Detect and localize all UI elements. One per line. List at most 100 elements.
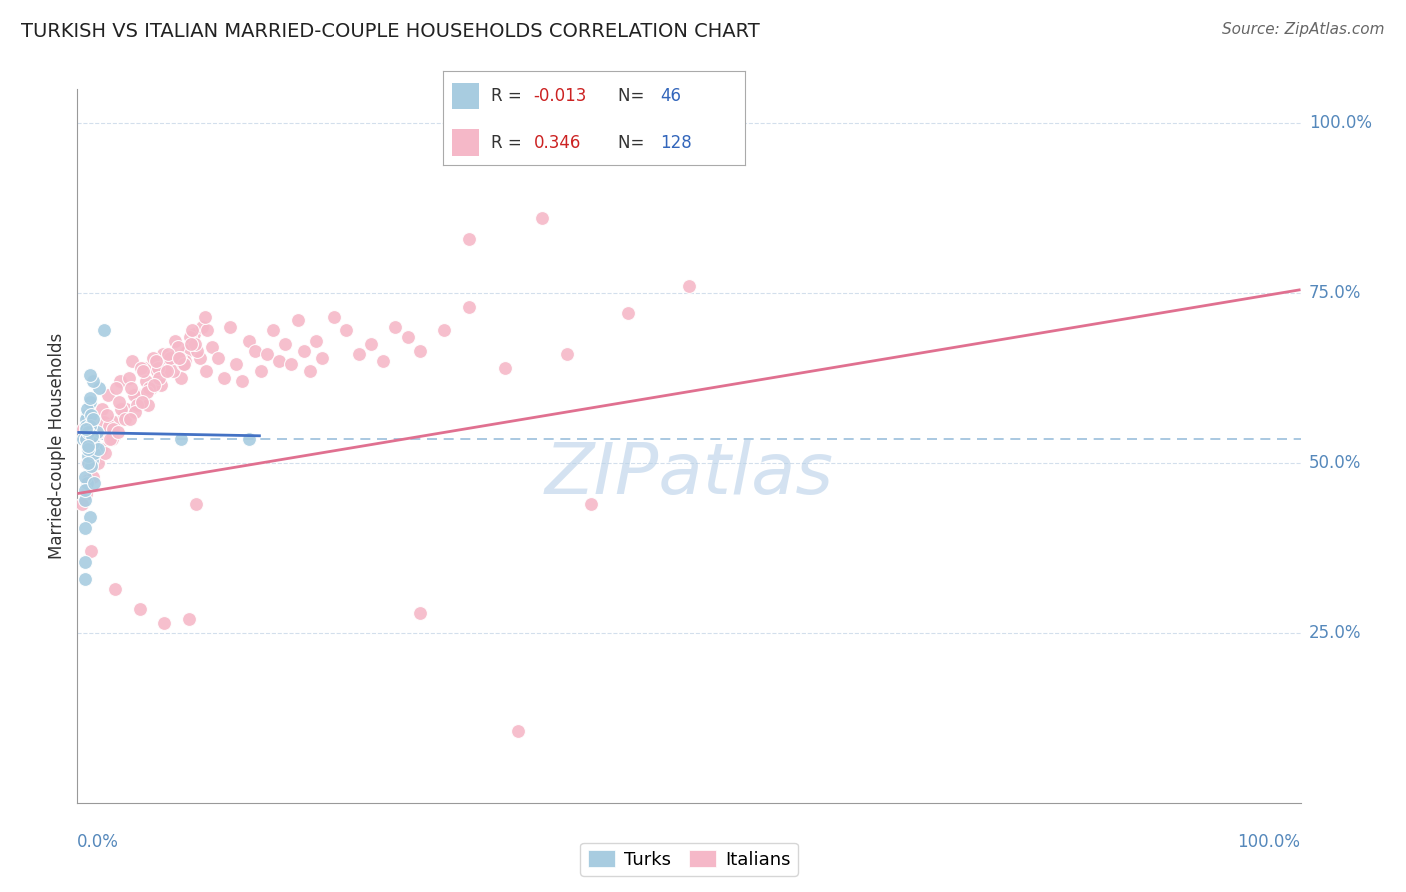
Point	[75, 418, 97, 433]
Point	[77, 449, 100, 463]
FancyBboxPatch shape	[451, 83, 479, 109]
Point	[73, 520, 96, 534]
Point	[396, 330, 419, 344]
Point	[82, 375, 104, 389]
Point	[110, 401, 132, 416]
Point	[107, 425, 129, 440]
Point	[170, 432, 193, 446]
Point	[84, 442, 107, 457]
Point	[142, 351, 165, 365]
Point	[75, 486, 97, 500]
Point	[495, 360, 517, 375]
Text: 128: 128	[661, 134, 692, 152]
Text: TURKISH VS ITALIAN MARRIED-COUPLE HOUSEHOLDS CORRELATION CHART: TURKISH VS ITALIAN MARRIED-COUPLE HOUSEH…	[21, 22, 759, 41]
Point	[617, 306, 640, 320]
Point	[94, 446, 117, 460]
Point	[77, 425, 100, 440]
Y-axis label: Married-couple Households: Married-couple Households	[48, 333, 66, 559]
Point	[250, 364, 273, 378]
Point	[89, 381, 111, 395]
Point	[305, 334, 328, 348]
Point	[105, 381, 128, 395]
Point	[269, 354, 291, 368]
Point	[80, 429, 103, 443]
Point	[87, 456, 110, 470]
Text: -0.013: -0.013	[534, 87, 586, 104]
FancyBboxPatch shape	[451, 129, 479, 156]
Point	[77, 456, 100, 470]
Point	[231, 375, 253, 389]
Point	[173, 358, 195, 372]
Point	[195, 323, 218, 337]
Point	[72, 422, 94, 436]
Point	[76, 476, 98, 491]
Point	[177, 612, 200, 626]
Point	[311, 351, 333, 365]
Point	[112, 409, 135, 423]
Point	[145, 354, 167, 368]
Point	[457, 300, 479, 314]
Point	[80, 452, 103, 467]
Point	[75, 412, 97, 426]
Point	[457, 232, 479, 246]
Point	[73, 555, 96, 569]
Point	[298, 364, 321, 378]
Point	[184, 337, 207, 351]
Text: R =: R =	[491, 87, 527, 104]
Point	[678, 279, 700, 293]
Text: R =: R =	[491, 134, 527, 152]
Point	[292, 343, 315, 358]
Text: 0.0%: 0.0%	[77, 833, 120, 851]
Point	[188, 351, 211, 365]
Point	[165, 334, 187, 348]
Point	[79, 368, 101, 382]
Point	[153, 615, 176, 630]
Point	[136, 398, 159, 412]
Point	[72, 432, 94, 446]
Point	[118, 412, 141, 426]
Text: N=: N=	[619, 134, 650, 152]
Text: 75.0%: 75.0%	[1309, 284, 1361, 302]
Point	[80, 409, 103, 423]
Point	[80, 459, 103, 474]
Point	[179, 330, 201, 344]
Point	[76, 401, 98, 416]
Point	[157, 354, 180, 368]
Point	[79, 425, 101, 440]
Point	[531, 211, 554, 226]
Point	[79, 510, 101, 524]
Point	[256, 347, 278, 361]
Point	[127, 398, 149, 412]
Point	[194, 364, 217, 378]
Point	[170, 371, 193, 385]
Point	[225, 358, 247, 372]
Point	[84, 425, 107, 440]
Point	[186, 343, 208, 358]
Point	[335, 323, 357, 337]
Point	[135, 375, 157, 389]
Point	[79, 418, 101, 433]
Point	[86, 446, 108, 460]
Point	[104, 582, 127, 596]
Point	[409, 343, 432, 358]
Point	[238, 334, 260, 348]
Point	[79, 392, 101, 406]
Point	[86, 425, 108, 440]
Point	[121, 354, 143, 368]
Point	[82, 469, 104, 483]
Point	[262, 323, 284, 337]
Point	[167, 351, 190, 365]
Point	[82, 412, 104, 426]
Point	[79, 394, 101, 409]
Point	[83, 446, 105, 460]
Point	[360, 337, 382, 351]
Point	[77, 439, 100, 453]
Point	[579, 497, 602, 511]
Point	[212, 371, 235, 385]
Point	[176, 343, 198, 358]
Point	[83, 442, 105, 457]
Point	[506, 724, 529, 739]
Point	[129, 360, 152, 375]
Point	[80, 435, 103, 450]
Point	[115, 401, 138, 416]
